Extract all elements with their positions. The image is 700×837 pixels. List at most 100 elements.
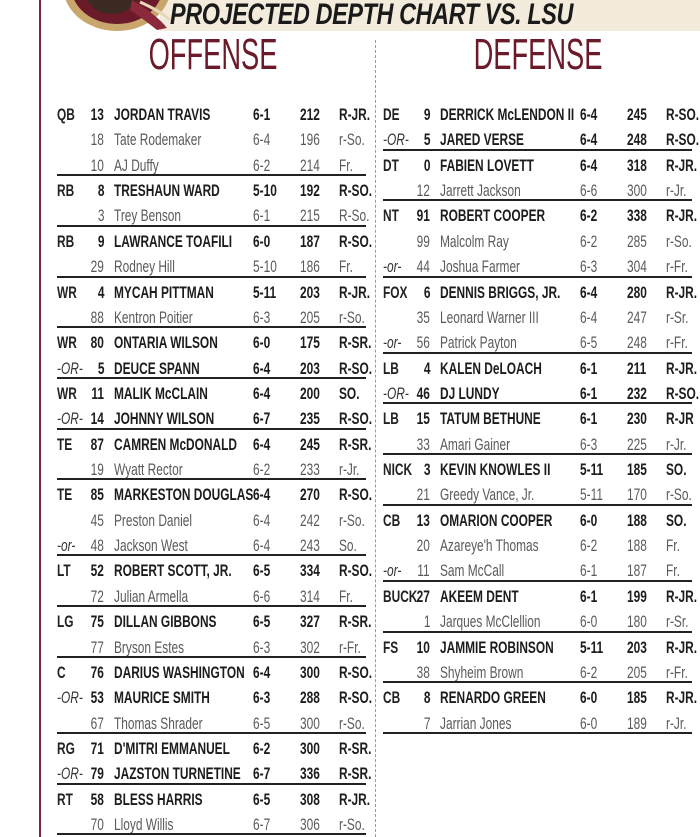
position: CB [383, 510, 401, 530]
class-year: r-Fr. [666, 333, 688, 353]
weight: 211 [627, 358, 647, 378]
jersey-number: 48 [90, 536, 104, 556]
height: 6-4 [253, 485, 271, 505]
weight: 270 [300, 485, 320, 505]
position: WR [57, 282, 77, 302]
height: 6-1 [580, 383, 598, 403]
class-year: R-SR. [339, 333, 372, 353]
defense-player-row: DE 9 DERRICK McLENDON II 6-4 245 R-SO. [383, 102, 699, 127]
position: RB [57, 231, 75, 251]
offense-depth-table: QB 13 JORDAN TRAVIS 6-1 212 R-JR. 18 Tate Rodem… [57, 102, 372, 837]
player-name: JORDAN TRAVIS [114, 105, 211, 124]
offense-player-row: 70 Lloyd Willis 6-7 306 r-So. [57, 812, 366, 837]
jersey-number: 72 [90, 586, 104, 606]
player-name: FABIEN LOVETT [440, 155, 534, 175]
jersey-number: 29 [90, 257, 104, 277]
class-year: R-JR. [339, 105, 371, 124]
class-year: SO. [666, 460, 687, 480]
weight: 314 [300, 586, 320, 606]
class-year: R-JR. [666, 206, 698, 226]
jersey-number: 71 [90, 738, 104, 758]
class-year: R-SO. [666, 383, 700, 403]
offense-heading: OFFENSE [148, 30, 278, 79]
class-year: r-Jr. [339, 460, 360, 480]
offense-player-row: WR 80 ONTARIA WILSON 6-0 175 R-SR. [57, 330, 371, 355]
height: 6-4 [580, 105, 598, 124]
weight: 304 [627, 257, 647, 277]
defense-depth-table: DE 9 DERRICK McLENDON II 6-4 245 R-SO. -OR- 5 JA… [383, 102, 699, 736]
position: -OR- [57, 764, 83, 784]
height: 6-1 [580, 561, 598, 581]
position: NICK [383, 460, 413, 480]
weight: 188 [627, 510, 647, 530]
offense-player-row: RG 71 D'MITRI EMMANUEL 6-2 300 R-SR. [57, 736, 371, 761]
class-year: r-So. [339, 510, 365, 530]
title-banner [160, 0, 700, 31]
height: 6-4 [580, 130, 598, 150]
player-name: CAMREN McDONALD [114, 434, 237, 454]
jersey-number: 77 [90, 637, 104, 657]
defense-player-row: 99 Malcolm Ray 6-2 285 r-So. [383, 229, 692, 254]
height: 6-2 [253, 460, 271, 480]
offense-player-row: RT 58 BLESS HARRIS 6-5 308 R-JR. [57, 787, 370, 812]
class-year: R-SO. [339, 688, 373, 708]
position: RG [57, 738, 75, 758]
offense-player-row: 18 Tate Rodemaker 6-4 196 r-So. [57, 127, 366, 152]
class-year: R-SR. [339, 434, 372, 454]
weight: 188 [627, 536, 647, 556]
height: 6-2 [253, 155, 271, 175]
weight: 230 [627, 409, 647, 429]
page-title: PROJECTED DEPTH CHART VS. LSU [170, 0, 574, 31]
class-year: R-JR. [339, 789, 371, 809]
height: 6-2 [580, 206, 598, 226]
offense-player-row: 72 Julian Armella 6-6 314 Fr. [57, 584, 366, 609]
jersey-number: 85 [90, 485, 104, 505]
defense-player-row: 20 Azareye'h Thomas 6-2 188 Fr. [383, 533, 692, 558]
player-name: Jackson West [114, 536, 188, 556]
weight: 300 [627, 181, 647, 201]
defense-player-row: CB 8 RENARDO GREEN 6-0 185 R-JR. [383, 685, 697, 710]
player-name: DJ LUNDY [440, 383, 500, 403]
jersey-number: 19 [90, 460, 104, 480]
jersey-number: 76 [90, 662, 104, 682]
height: 6-0 [580, 688, 598, 708]
offense-player-row: 45 Preston Daniel 6-4 242 r-So. [57, 508, 366, 533]
weight: 187 [300, 231, 320, 251]
offense-player-row: TE 87 CAMREN McDONALD 6-4 245 R-SR. [57, 432, 371, 457]
defense-player-row: 1 Jarques McClellion 6-0 180 r-Sr. [383, 609, 692, 634]
jersey-number: 10 [416, 637, 430, 657]
player-name: Leonard Warner III [440, 307, 539, 327]
position: WR [57, 333, 77, 353]
class-year: r-Jr. [666, 181, 687, 201]
defense-player-row: -or- 44 Joshua Farmer 6-3 304 r-Fr. [383, 254, 692, 279]
jersey-number: 9 [97, 231, 104, 251]
player-name: JAMMIE ROBINSON [440, 637, 554, 657]
class-year: Fr. [666, 561, 680, 581]
defense-player-row: BUCK 27 AKEEM DENT 6-1 199 R-JR. [383, 584, 697, 609]
weight: 280 [627, 282, 647, 302]
height: 6-4 [253, 434, 271, 454]
height: 6-0 [253, 333, 271, 353]
height: 6-3 [580, 434, 598, 454]
class-year: R-JR. [666, 155, 698, 175]
defense-player-row: LB 15 TATUM BETHUNE 6-1 230 R-JR [383, 406, 694, 431]
weight: 336 [300, 764, 320, 784]
height: 5-11 [580, 637, 604, 657]
jersey-number: 4 [423, 358, 430, 378]
class-year: R-JR. [666, 637, 698, 657]
position: TE [57, 434, 73, 454]
player-name: Sam McCall [440, 561, 505, 581]
weight: 285 [627, 231, 647, 251]
jersey-number: 9 [423, 105, 430, 124]
position: DT [383, 155, 399, 175]
weight: 300 [300, 662, 320, 682]
defense-player-row: 21 Greedy Vance, Jr. 5-11 170 r-So. [383, 482, 692, 507]
weight: 196 [300, 130, 320, 150]
defense-player-row: 35 Leonard Warner III 6-4 247 r-Sr. [383, 305, 692, 330]
player-name: RENARDO GREEN [440, 688, 546, 708]
jersey-number: 3 [423, 460, 430, 480]
jersey-number: 6 [423, 282, 430, 302]
player-name: JAZSTON TURNETINE [114, 764, 241, 784]
class-year: R-SO. [339, 358, 373, 378]
height: 6-2 [580, 662, 598, 682]
